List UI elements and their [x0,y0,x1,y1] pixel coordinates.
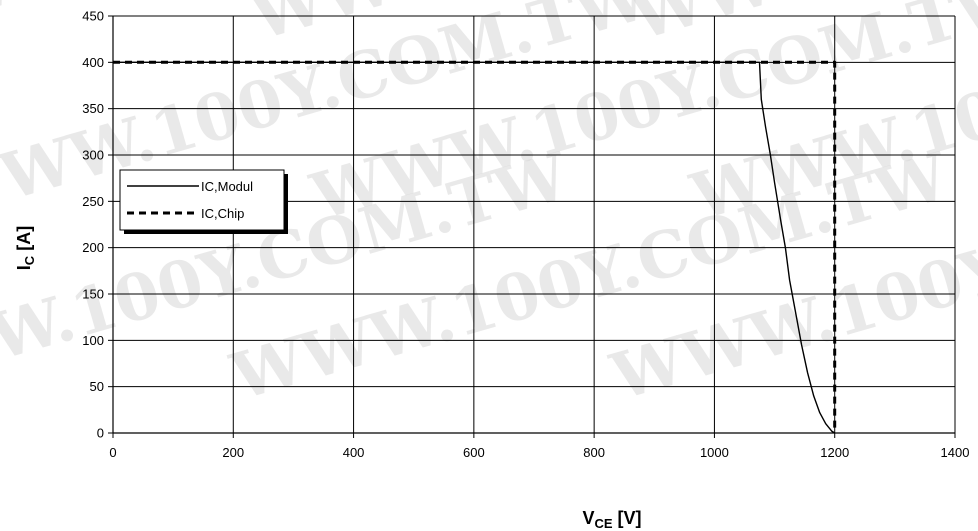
y-tick-label: 100 [82,333,104,348]
y-axis-title: IC [A] [14,226,37,270]
x-tick-label: 400 [343,445,365,460]
x-tick-label: 600 [463,445,485,460]
legend-label-chip: IC,Chip [201,206,244,221]
x-tick-labels: 0 200 400 600 800 1000 1200 1400 [109,445,969,460]
axes [108,15,956,438]
grid [112,15,956,434]
series-line-ic-modul [113,61,836,434]
y-tick-label: 150 [82,287,104,302]
y-tick-label: 200 [82,240,104,255]
y-tick-label: 0 [97,426,104,441]
series-line-ic-chip [113,60,837,433]
x-axis-title: VCE [V] [582,508,641,531]
series-layer [113,60,837,434]
y-tick-label: 350 [82,101,104,116]
y-tick-label: 400 [82,55,104,70]
legend-label-modul: IC,Modul [201,179,253,194]
x-tick-label: 1000 [700,445,729,460]
x-tick-label: 800 [583,445,605,460]
x-tick-label: 200 [222,445,244,460]
y-tick-label: 450 [82,9,104,24]
x-tick-label: 1400 [941,445,970,460]
legend-box [119,169,285,231]
legend: IC,Modul IC,Chip [119,169,288,234]
y-tick-labels: 0 50 100 150 200 250 300 350 400 450 [82,9,104,441]
x-tick-label: 1200 [820,445,849,460]
y-tick-label: 300 [82,148,104,163]
y-tick-label: 50 [90,379,104,394]
y-tick-label: 250 [82,194,104,209]
x-tick-label: 0 [109,445,116,460]
